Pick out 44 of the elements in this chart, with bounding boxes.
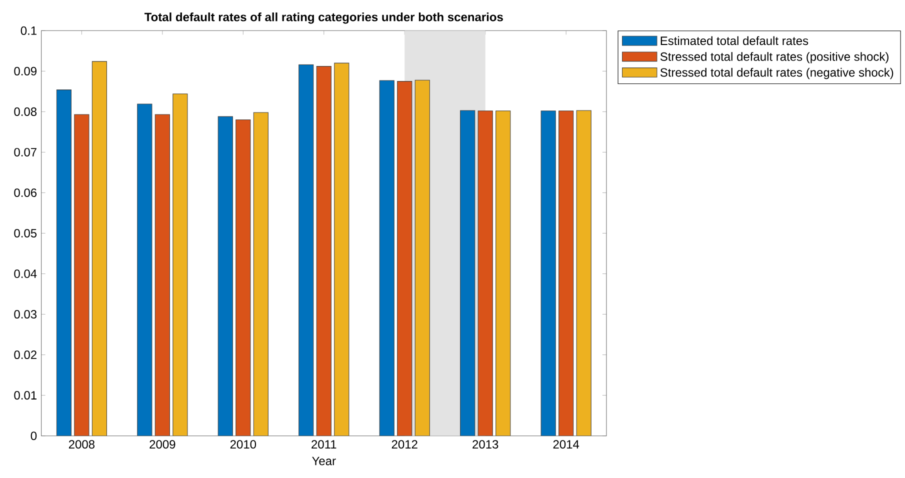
bar (576, 110, 592, 436)
y-tick-label: 0.07 (14, 148, 36, 156)
y-tick-label: 0 (30, 431, 37, 440)
bar (496, 110, 511, 436)
bar (298, 64, 314, 436)
y-tick-label: 0.01 (14, 390, 36, 400)
y-tick-label: 0.06 (14, 188, 37, 197)
y-tick-label: 0.08 (14, 107, 37, 116)
bar (236, 119, 251, 436)
legend-label: Stressed total default rates (positive shock) (660, 52, 888, 64)
y-tick-label: 0.03 (14, 310, 37, 318)
x-tick-label: 2008 (68, 440, 95, 448)
bar (172, 93, 188, 436)
x-tick-label: 2014 (553, 440, 580, 448)
x-tick-label: 2011 (312, 440, 336, 448)
x-axis-title: Year (312, 456, 336, 465)
bar (154, 114, 170, 436)
y-tick-label: 0.05 (14, 228, 37, 238)
y-tick-label: 0.02 (14, 350, 36, 359)
bar (218, 116, 233, 436)
bar (460, 110, 476, 436)
legend-label: Stressed total default rates (negative shock) (660, 68, 894, 79)
bar (316, 66, 332, 436)
bar (56, 89, 72, 436)
bar (414, 80, 430, 436)
y-tick-label: 0.09 (14, 66, 36, 76)
bar (540, 110, 556, 436)
bar (74, 114, 90, 436)
y-tick-label: 0.1 (20, 26, 36, 35)
bar (253, 112, 268, 436)
x-tick-label: 2009 (150, 440, 176, 448)
bar (379, 80, 394, 436)
bar (558, 110, 574, 436)
legend-label: Estimated total default rates (660, 36, 808, 45)
bar (397, 80, 412, 436)
bar (478, 110, 493, 436)
y-tick-label: 0.04 (14, 269, 37, 278)
x-tick-label: 2013 (472, 440, 498, 448)
chart-title: Total default rates of all rating categories under both scenarios (144, 12, 503, 24)
x-tick-label: 2012 (392, 440, 418, 448)
bar (92, 60, 107, 436)
bar (137, 103, 152, 436)
x-tick-label: 2010 (230, 440, 256, 448)
bar (334, 62, 350, 436)
